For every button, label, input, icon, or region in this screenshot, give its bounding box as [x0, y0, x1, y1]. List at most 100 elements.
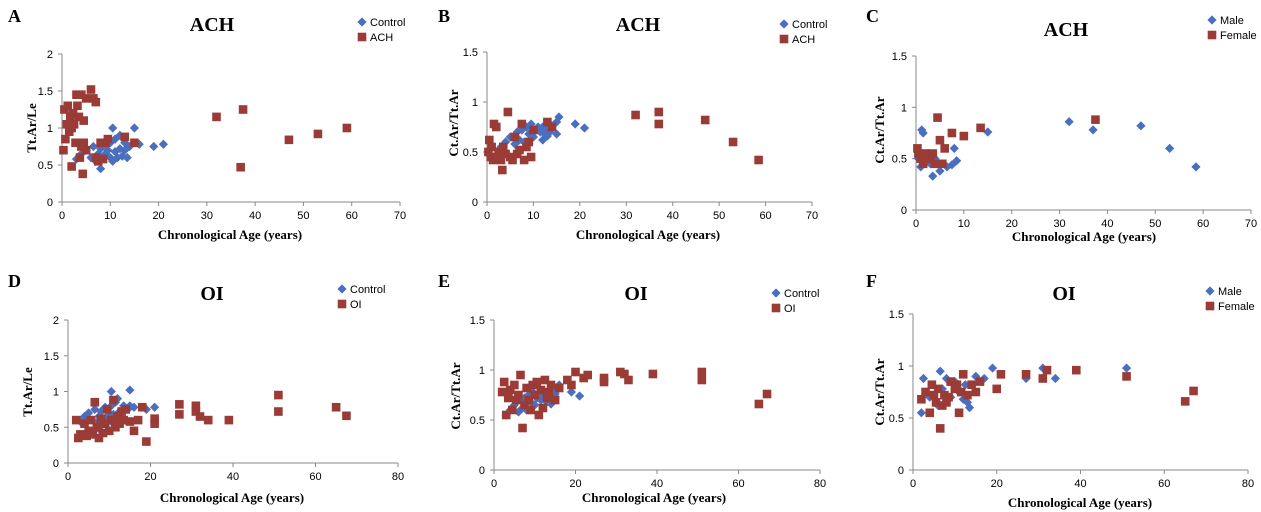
data-point	[284, 135, 294, 145]
y-axis-title-e: Ct.Ar/Tt.Ar	[448, 362, 463, 429]
chart-title-f: OI	[1052, 283, 1076, 305]
data-point	[545, 127, 555, 137]
data-point	[954, 408, 964, 418]
data-point	[516, 370, 525, 380]
chart-panel-c: 0 10 20 30 40 50 60 70 0 0.5 1 1.5 Male Female	[892, 15, 1257, 230]
data-point	[113, 412, 122, 421]
x-tick-label: 70	[806, 210, 818, 222]
data-point	[567, 380, 576, 390]
panel-label-a: A	[8, 6, 21, 26]
data-point	[996, 370, 1006, 379]
legend-label-ach: ACH	[370, 32, 393, 44]
legend-label-control: Control	[784, 288, 819, 300]
legend-marker-male	[1205, 286, 1215, 296]
data-point	[107, 415, 116, 425]
legend-label-control: Control	[350, 284, 385, 296]
data-point	[96, 138, 105, 148]
legend-marker-oi	[771, 303, 781, 313]
data-point	[631, 110, 640, 120]
data-point	[762, 389, 772, 399]
x-tick-label: 60	[346, 210, 358, 222]
series-oi	[497, 367, 772, 433]
data-point	[524, 395, 533, 405]
y-tick-label: 1	[472, 97, 478, 109]
data-point	[487, 142, 496, 152]
data-point	[929, 390, 939, 400]
data-point	[90, 397, 100, 407]
legend-label-oi: OI	[784, 303, 796, 315]
data-point	[931, 398, 941, 407]
x-tick-label: 50	[1149, 218, 1161, 230]
data-point	[963, 390, 972, 400]
data-point	[542, 131, 552, 141]
x-axis-title-b: Chronological Age (years)	[576, 227, 720, 242]
x-tick-label: 60	[759, 210, 771, 222]
x-tick-label: 70	[394, 210, 406, 222]
x-tick-label: 0	[59, 210, 65, 222]
data-point	[1180, 397, 1190, 406]
data-point	[129, 402, 139, 412]
y-tick-label: 0	[47, 197, 53, 209]
x-axis-title-e: Chronological Age (years)	[582, 490, 726, 505]
data-point	[76, 430, 85, 439]
data-point	[654, 119, 664, 129]
data-point	[916, 154, 926, 163]
data-point	[115, 144, 125, 154]
data-point	[67, 162, 76, 171]
legend-label-control: Control	[792, 19, 827, 31]
data-point	[175, 410, 184, 419]
data-point	[69, 120, 79, 129]
x-tick-label: 60	[1158, 478, 1170, 490]
y-axis-title-f: Ct.Ar/Tt.Ar	[872, 358, 887, 425]
data-point	[944, 392, 953, 402]
data-point	[494, 147, 503, 157]
data-point	[82, 431, 91, 441]
data-point	[940, 144, 950, 153]
data-point	[1021, 370, 1031, 379]
data-point	[1050, 373, 1060, 384]
x-tick-label: 20	[1006, 218, 1018, 230]
data-point	[554, 383, 564, 393]
data-point	[971, 387, 981, 397]
data-point	[503, 393, 513, 403]
data-point	[195, 412, 205, 421]
data-point	[501, 149, 510, 159]
x-tick-label: 80	[1242, 478, 1254, 490]
data-point	[313, 129, 323, 139]
x-tick-label: 50	[297, 210, 309, 222]
x-tick-label: 30	[201, 210, 213, 222]
data-point	[526, 152, 536, 162]
data-point	[79, 411, 90, 422]
data-point	[530, 390, 540, 400]
data-point	[150, 419, 159, 428]
data-point	[1042, 365, 1052, 375]
data-point	[78, 169, 88, 179]
data-point	[534, 410, 544, 420]
data-point	[917, 394, 926, 404]
legend-marker-control	[337, 284, 347, 294]
data-point	[952, 156, 962, 166]
legend-label-control: Control	[370, 17, 405, 29]
x-tick-label: 0	[491, 478, 497, 490]
data-point	[987, 363, 998, 373]
data-point	[498, 165, 507, 175]
data-point	[552, 129, 562, 139]
data-point	[1136, 121, 1146, 131]
data-point	[75, 153, 85, 162]
data-point	[496, 155, 506, 165]
data-point	[84, 408, 94, 418]
data-point	[86, 415, 95, 425]
data-point	[526, 119, 536, 129]
data-point	[106, 386, 116, 397]
data-point	[952, 380, 962, 390]
data-point	[946, 377, 955, 386]
data-point	[73, 101, 82, 111]
panel-label-b: B	[438, 6, 450, 26]
x-tick-label: 30	[1053, 218, 1065, 230]
x-axis-title-c: Chronological Age (years)	[1012, 229, 1156, 244]
chart-panel-b: 0 10 20 30 40 50 60 70 0 0.5 1 1.5 Control ACH	[463, 19, 828, 222]
series-ach	[59, 85, 352, 179]
y-axis-title-b: Ct.Ar/Tt.Ar	[446, 89, 461, 156]
legend-marker-oi	[337, 299, 347, 309]
data-point	[959, 131, 969, 141]
